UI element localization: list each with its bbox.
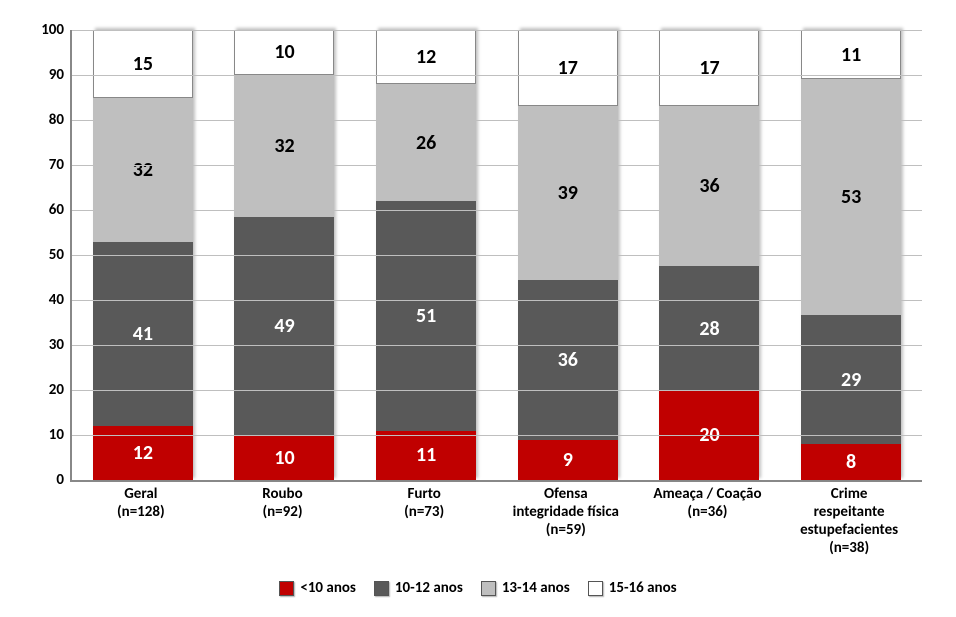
- legend-swatch: [374, 581, 389, 596]
- y-tick-label: 20: [49, 381, 72, 399]
- y-tick-label: 100: [41, 21, 72, 39]
- y-tick-label: 90: [49, 66, 72, 84]
- bar-segment: 51: [376, 201, 476, 431]
- y-tick-label: 40: [49, 291, 72, 309]
- x-label-line: Roubo: [212, 485, 352, 503]
- legend-label: <10 anos: [300, 579, 356, 597]
- bar-segment: 41: [93, 242, 193, 427]
- gridline: [72, 165, 922, 166]
- x-label-line: (n=38): [779, 539, 919, 557]
- bar-segment: 36: [518, 280, 618, 440]
- bar-segment: 36: [659, 106, 759, 266]
- legend-label: 10-12 anos: [395, 579, 463, 597]
- x-label-line: (n=59): [496, 521, 636, 539]
- bar-segment: 17: [518, 30, 618, 106]
- bar-segment: 49: [234, 217, 334, 435]
- bar-segment: 8: [801, 444, 901, 480]
- x-label-line: (n=128): [71, 503, 211, 521]
- x-label-line: (n=36): [637, 503, 777, 521]
- gridline: [72, 75, 922, 76]
- bar-segment: 28: [659, 266, 759, 391]
- y-tick-label: 10: [49, 426, 72, 444]
- legend-label: 15-16 anos: [609, 579, 677, 597]
- gridline: [72, 390, 922, 391]
- bar-segment: 9: [518, 440, 618, 480]
- y-tick-label: 60: [49, 201, 72, 219]
- gridline: [72, 30, 922, 31]
- x-label-line: Ameaça / Coação: [637, 485, 777, 503]
- bar-segment: 39: [518, 106, 618, 280]
- x-axis-labels: Geral(n=128)Roubo(n=92)Furto(n=73)Ofensa…: [70, 485, 920, 557]
- bar-segment: 53: [801, 79, 901, 315]
- legend-item: 13-14 anos: [481, 579, 570, 597]
- bar-segment: 32: [234, 75, 334, 218]
- x-category-label: Ameaça / Coação(n=36): [637, 485, 777, 557]
- stacked-bar-chart: 1241321510493210115126129363917202836178…: [20, 20, 936, 597]
- y-tick-label: 50: [49, 246, 72, 264]
- x-category-label: Ofensaintegridade física(n=59): [496, 485, 636, 557]
- x-label-line: Furto: [354, 485, 494, 503]
- x-label-line: respeitante: [779, 503, 919, 521]
- x-category-label: Furto(n=73): [354, 485, 494, 557]
- bar-segment: 29: [801, 315, 901, 444]
- x-label-line: (n=73): [354, 503, 494, 521]
- legend-swatch: [588, 581, 603, 596]
- bar-segment: 10: [234, 30, 334, 75]
- legend-item: <10 anos: [279, 579, 356, 597]
- gridline: [72, 255, 922, 256]
- gridline: [72, 300, 922, 301]
- legend-label: 13-14 anos: [502, 579, 570, 597]
- y-tick-label: 30: [49, 336, 72, 354]
- gridline: [72, 120, 922, 121]
- x-label-line: (n=92): [212, 503, 352, 521]
- y-tick-label: 70: [49, 156, 72, 174]
- y-tick-label: 80: [49, 111, 72, 129]
- bar-segment: 26: [376, 84, 476, 201]
- bar-segment: 17: [659, 30, 759, 106]
- bar-segment: 11: [376, 431, 476, 481]
- x-label-line: Geral: [71, 485, 211, 503]
- x-label-line: estupefacientes: [779, 521, 919, 539]
- legend-swatch: [279, 581, 294, 596]
- bar-segment: 11: [801, 30, 901, 79]
- bar-segment: 15: [93, 30, 193, 98]
- x-label-line: integridade física: [496, 503, 636, 521]
- legend-item: 15-16 anos: [588, 579, 677, 597]
- legend-item: 10-12 anos: [374, 579, 463, 597]
- gridline: [72, 345, 922, 346]
- x-category-label: Crimerespeitanteestupefacientes(n=38): [779, 485, 919, 557]
- bar-segment: 10: [234, 435, 334, 480]
- x-category-label: Roubo(n=92): [212, 485, 352, 557]
- x-label-line: Ofensa: [496, 485, 636, 503]
- x-category-label: Geral(n=128): [71, 485, 211, 557]
- gridline: [72, 210, 922, 211]
- plot-area: 1241321510493210115126129363917202836178…: [70, 30, 922, 482]
- legend: <10 anos 10-12 anos 13-14 anos 15-16 anos: [20, 579, 936, 597]
- gridline: [72, 435, 922, 436]
- legend-swatch: [481, 581, 496, 596]
- x-label-line: Crime: [779, 485, 919, 503]
